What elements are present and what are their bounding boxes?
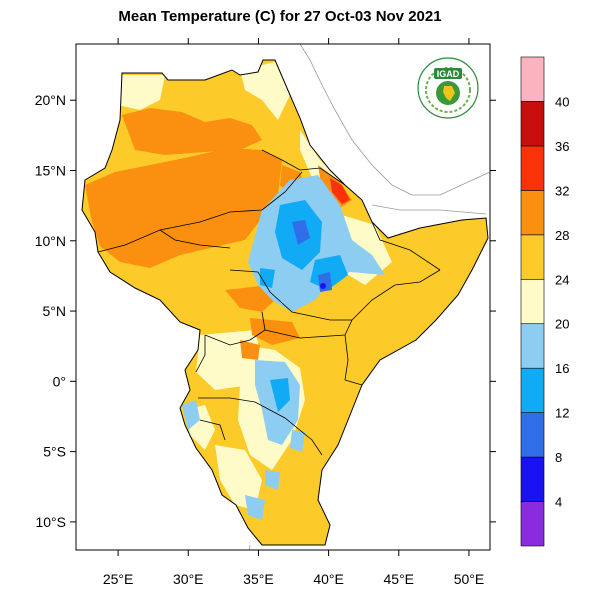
colorbar-label: 24 <box>555 272 569 287</box>
colorbar-bin <box>520 278 545 325</box>
logo-banner <box>434 68 462 79</box>
colorbar-bin <box>520 412 545 458</box>
colorbar-label: 12 <box>555 406 569 421</box>
lat-tick-labels: 20°N 15°N 10°N 5°N 0° 5°S 10°S <box>35 92 66 530</box>
colorbar-bin <box>520 456 545 502</box>
colorbar-label: 4 <box>555 495 562 510</box>
lon-tick-label: 35°E <box>243 571 274 587</box>
colorbar-bin <box>520 367 545 413</box>
colorbar-bin <box>520 145 545 191</box>
lat-tick-label: 10°N <box>35 233 66 249</box>
colorbar-label: 32 <box>555 183 569 198</box>
lon-tick-label: 40°E <box>313 571 344 587</box>
colorbar-bin <box>520 501 545 547</box>
logo-laurel-icon <box>425 67 471 113</box>
colorbar-label: 20 <box>555 317 569 332</box>
lat-tick-label: 5°N <box>43 303 67 319</box>
colorbar-labels: 4 8 12 16 20 24 28 32 36 40 <box>555 94 569 509</box>
colorbar-label: 40 <box>555 94 569 109</box>
colorbar-label: 16 <box>555 361 569 376</box>
lon-tick-label: 30°E <box>173 571 204 587</box>
map-title: Mean Temperature (C) for 27 Oct-03 Nov 2… <box>118 8 442 25</box>
axis-ticks <box>70 38 496 556</box>
temperature-patches <box>85 62 392 520</box>
igad-logo: IGAD <box>417 57 479 119</box>
lon-tick-label: 45°E <box>384 571 415 587</box>
colorbar <box>520 56 545 547</box>
logo-text: IGAD <box>437 69 460 79</box>
colorbar-bin <box>520 234 545 280</box>
lat-tick-label: 20°N <box>35 92 66 108</box>
lat-tick-label: 10°S <box>35 514 66 530</box>
colorbar-label: 36 <box>555 139 569 154</box>
lon-tick-label: 25°E <box>103 571 134 587</box>
lat-tick-label: 5°S <box>43 444 66 460</box>
colorbar-bin <box>520 101 545 147</box>
colorbar-label: 28 <box>555 228 569 243</box>
lon-tick-label: 50°E <box>454 571 485 587</box>
colorbar-label: 8 <box>555 450 562 465</box>
map-frame <box>75 43 491 551</box>
colorbar-bin <box>520 56 545 102</box>
lon-tick-labels: 25°E 30°E 35°E 40°E 45°E 50°E <box>103 571 484 587</box>
lat-tick-label: 0° <box>53 373 66 389</box>
lat-tick-label: 15°N <box>35 163 66 179</box>
colorbar-bin <box>520 323 545 369</box>
country-borders <box>97 149 441 456</box>
colorbar-bin <box>520 190 545 236</box>
logo-region-icon <box>443 86 455 101</box>
